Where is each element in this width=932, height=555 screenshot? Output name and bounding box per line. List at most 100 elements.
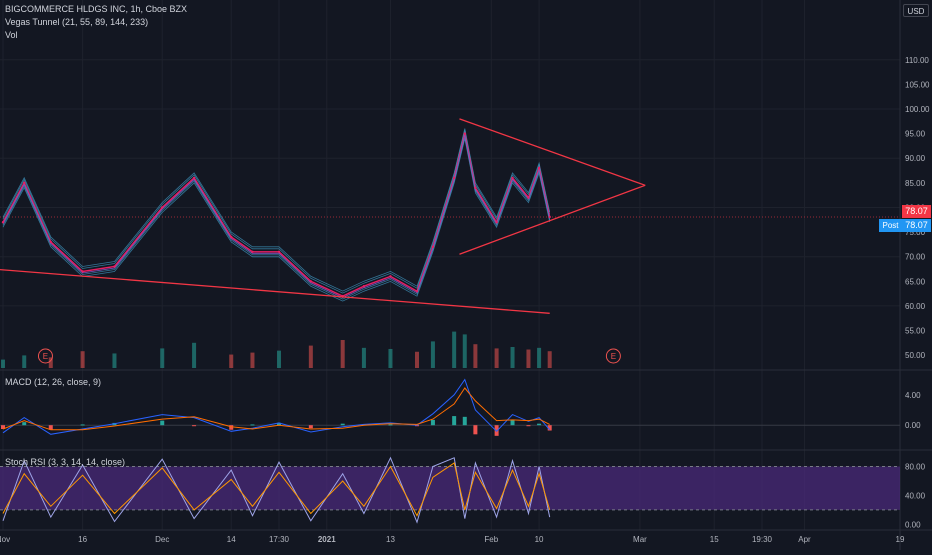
- price-tick-label: 75.00: [905, 228, 926, 237]
- price-tick-label: 65.00: [905, 277, 926, 286]
- macd-histogram-bar: [452, 416, 457, 426]
- price-point: [431, 245, 435, 249]
- price-point: [362, 285, 366, 288]
- earnings-marker: [37, 348, 53, 364]
- price-point: [452, 176, 456, 180]
- volume-legend[interactable]: Vol: [5, 30, 18, 40]
- macd-histogram-bar: [229, 425, 234, 430]
- price-point: [49, 240, 52, 244]
- time-tick-label: 19: [896, 535, 905, 544]
- macd-histogram-bar: [494, 425, 499, 436]
- volume-bar: [430, 341, 435, 368]
- macd-tick-label: 0.00: [905, 421, 921, 430]
- stoch-tick-label: 0.00: [905, 520, 921, 529]
- axis-labels: 110.00105.00100.0095.0090.0085.0080.0075…: [0, 56, 930, 544]
- earnings-marker-label: E: [611, 352, 616, 361]
- vegas-tunnel-bands: [2, 128, 551, 302]
- macd-histogram-bar: [80, 424, 85, 426]
- volume-bars: [1, 331, 552, 368]
- price-tick-label: 100.00: [905, 105, 930, 114]
- time-tick-label: Feb: [484, 535, 498, 544]
- volume-bar: [308, 345, 313, 368]
- trendline: [459, 118, 646, 186]
- volume-bar: [494, 348, 499, 368]
- price-point: [527, 196, 530, 199]
- volume-bar: [415, 351, 419, 368]
- macd-histogram-bar: [510, 419, 515, 426]
- price-series: [1, 132, 551, 299]
- price-tick-label: 90.00: [905, 154, 926, 163]
- stoch-band: [0, 466, 900, 510]
- currency-button[interactable]: USD: [903, 4, 929, 17]
- stoch-tick-label: 80.00: [905, 462, 926, 471]
- price-point: [230, 235, 233, 239]
- price-point: [251, 250, 254, 253]
- price-point: [548, 215, 551, 219]
- price-tick-label: 105.00: [905, 80, 930, 89]
- trendlines[interactable]: [0, 118, 646, 314]
- macd-histogram-bar: [160, 420, 165, 426]
- price-tick-label: 60.00: [905, 302, 926, 311]
- tunnel-band: [2, 130, 551, 294]
- time-tick-label: Nov: [0, 535, 10, 544]
- price-tick-label: 70.00: [905, 253, 926, 262]
- volume-bar: [22, 355, 27, 368]
- price-tick-label: 110.00: [905, 56, 929, 65]
- price-point: [309, 280, 313, 283]
- stoch-rsi-pane[interactable]: [0, 456, 900, 524]
- price-point: [23, 181, 26, 185]
- stoch-tick-label: 40.00: [905, 491, 926, 500]
- time-tick-label: 10: [535, 535, 544, 544]
- stoch-rsi-legend[interactable]: Stoch RSI (3, 3, 14, 14, close): [5, 457, 126, 467]
- price-point: [474, 186, 477, 189]
- time-tick-label: 17:30: [269, 535, 290, 544]
- volume-bar: [160, 348, 165, 368]
- volume-bar: [452, 331, 457, 368]
- macd-histogram-bar: [48, 425, 53, 430]
- time-tick-label: 19:30: [752, 535, 773, 544]
- macd-histogram-bar: [250, 424, 255, 426]
- macd-line: [2, 378, 551, 435]
- volume-bar: [537, 347, 542, 368]
- macd-histogram-bar: [1, 425, 5, 429]
- volume-bar: [112, 353, 117, 368]
- price-point: [161, 206, 164, 209]
- price-point: [192, 176, 196, 180]
- price-point: [463, 132, 466, 135]
- time-tick-label: 16: [78, 535, 87, 544]
- volume-bar: [526, 349, 531, 368]
- price-point: [1, 221, 5, 224]
- volume-bar: [388, 348, 393, 368]
- time-tick-label: 2021: [318, 535, 336, 544]
- post-price-tag: 78.07: [902, 219, 931, 232]
- macd-legend[interactable]: MACD (12, 26, close, 9): [5, 377, 102, 387]
- price-point: [277, 250, 281, 253]
- volume-bar: [192, 342, 197, 368]
- time-tick-label: Apr: [798, 535, 811, 544]
- macd-pane[interactable]: [0, 378, 900, 436]
- price-point: [81, 270, 84, 273]
- volume-bar: [462, 334, 467, 368]
- trendline: [0, 268, 550, 314]
- price-point: [113, 265, 116, 268]
- stoch-d-line: [2, 462, 551, 517]
- vegas-tunnel-legend[interactable]: Vegas Tunnel (21, 55, 89, 144, 233): [5, 17, 149, 27]
- volume-bar: [48, 357, 53, 368]
- volume-bar: [1, 359, 5, 368]
- time-tick-label: Dec: [155, 535, 169, 544]
- macd-histogram-bar: [526, 425, 531, 427]
- time-tick-label: 13: [386, 535, 395, 544]
- tunnel-band: [2, 136, 551, 300]
- volume-bar: [277, 350, 281, 368]
- macd-histogram-bar: [22, 422, 27, 426]
- last-price-tag: 78.07: [902, 205, 931, 218]
- macd-histogram-bar: [340, 423, 345, 426]
- symbol-title[interactable]: BIGCOMMERCE HLDGS INC, 1h, Cboe BZX: [5, 4, 188, 14]
- earnings-marker: [605, 348, 621, 364]
- price-point: [511, 176, 514, 180]
- volume-bar: [547, 351, 552, 368]
